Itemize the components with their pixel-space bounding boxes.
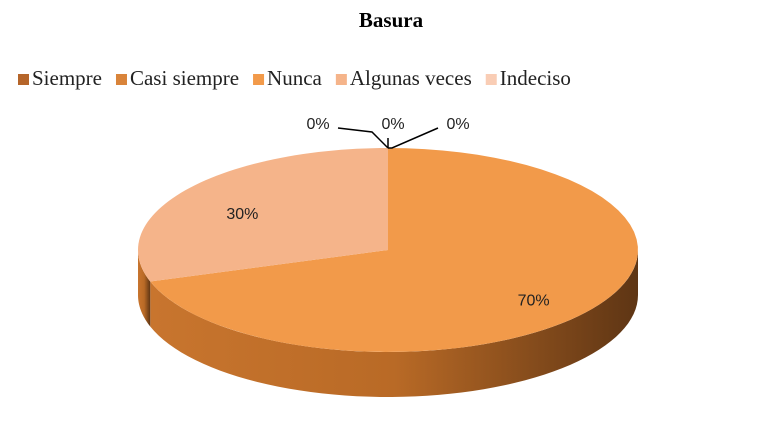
data-label: 70% bbox=[518, 292, 550, 309]
legend-label: Nunca bbox=[267, 66, 322, 90]
legend-swatch bbox=[18, 74, 29, 85]
leader-line bbox=[388, 127, 439, 149]
data-label: 0% bbox=[446, 116, 469, 133]
pie-slice bbox=[150, 148, 638, 352]
legend-label: Indeciso bbox=[500, 66, 571, 90]
legend-label: Algunas veces bbox=[350, 66, 472, 90]
leader-line bbox=[337, 127, 389, 149]
legend-swatch bbox=[115, 74, 127, 85]
legend-label: Siempre bbox=[32, 66, 102, 90]
legend-label: Casi siempre bbox=[130, 66, 239, 90]
legend-swatch bbox=[335, 74, 347, 85]
chart-title: Basura bbox=[359, 8, 424, 32]
legend-swatch bbox=[253, 74, 265, 85]
pie-side bbox=[150, 250, 638, 397]
data-label: 30% bbox=[226, 206, 258, 223]
pie-side bbox=[138, 250, 151, 327]
pie-slice bbox=[138, 148, 388, 282]
legend-swatch bbox=[485, 74, 497, 85]
data-label: 0% bbox=[306, 116, 329, 133]
data-label: 0% bbox=[381, 116, 404, 133]
